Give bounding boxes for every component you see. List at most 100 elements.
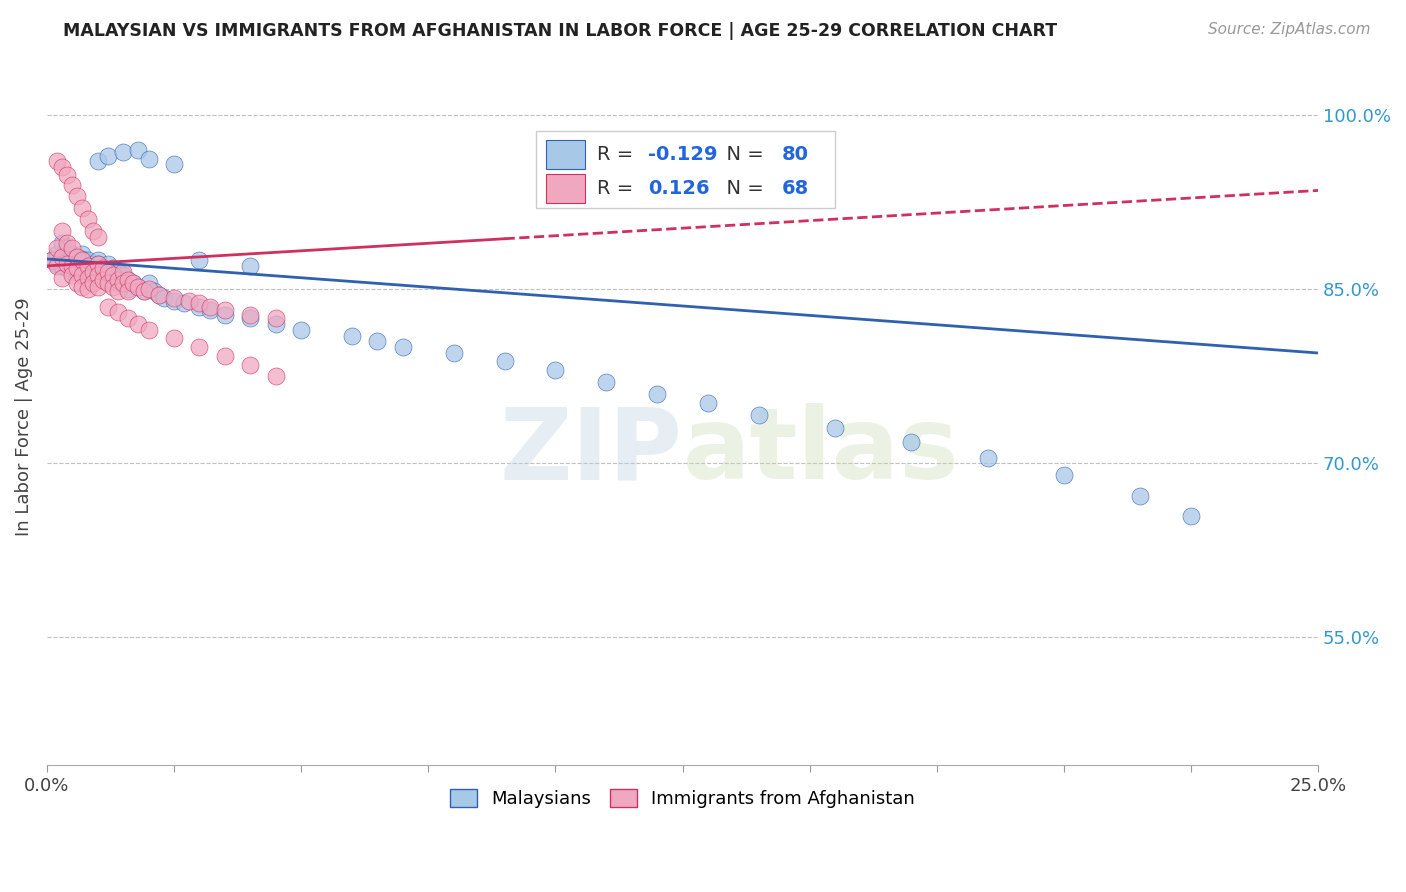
Point: [824, 421, 846, 435]
Point: [72, 257, 94, 271]
Point: [138, 323, 160, 337]
Point: [198, 300, 221, 314]
Point: [82, 265, 104, 279]
Text: ZIP: ZIP: [499, 403, 682, 500]
Point: [112, 265, 135, 279]
Point: [66, 259, 89, 273]
Point: [51, 250, 73, 264]
Text: MALAYSIAN VS IMMIGRANTS FROM AFGHANISTAN IN LABOR FORCE | AGE 25-29 CORRELATION : MALAYSIAN VS IMMIGRANTS FROM AFGHANISTAN…: [63, 22, 1057, 40]
Point: [46, 242, 69, 256]
Point: [117, 273, 139, 287]
Point: [97, 265, 120, 279]
Point: [976, 450, 998, 465]
Point: [87, 257, 110, 271]
Point: [72, 247, 94, 261]
Point: [82, 261, 104, 276]
Point: [101, 268, 124, 283]
Point: [82, 224, 104, 238]
Point: [91, 261, 114, 276]
Point: [97, 148, 120, 162]
Point: [60, 268, 83, 283]
Point: [51, 270, 73, 285]
Point: [46, 154, 69, 169]
Point: [239, 358, 262, 372]
Point: [179, 293, 201, 308]
Point: [264, 369, 287, 384]
Point: [132, 285, 155, 299]
Point: [112, 277, 135, 291]
Point: [645, 386, 668, 401]
Point: [60, 247, 83, 261]
Point: [51, 259, 73, 273]
Point: [82, 257, 104, 271]
Point: [127, 280, 149, 294]
FancyBboxPatch shape: [547, 139, 585, 169]
Text: R =: R =: [598, 145, 640, 164]
Point: [127, 280, 149, 294]
Point: [66, 250, 89, 264]
Point: [163, 157, 186, 171]
Point: [188, 253, 211, 268]
Point: [72, 201, 94, 215]
Point: [214, 303, 236, 318]
Point: [107, 305, 129, 319]
Point: [66, 189, 89, 203]
Point: [76, 259, 98, 273]
Point: [148, 288, 170, 302]
Point: [87, 253, 110, 268]
Point: [239, 259, 262, 273]
Legend: Malaysians, Immigrants from Afghanistan: Malaysians, Immigrants from Afghanistan: [443, 781, 922, 815]
Point: [198, 303, 221, 318]
Point: [900, 435, 922, 450]
Point: [72, 265, 94, 279]
Point: [82, 277, 104, 291]
Point: [239, 311, 262, 326]
Point: [56, 253, 79, 268]
Point: [122, 277, 145, 291]
Text: -0.129: -0.129: [648, 145, 717, 164]
Point: [173, 296, 195, 310]
Point: [76, 268, 98, 283]
Point: [264, 317, 287, 331]
Point: [101, 261, 124, 276]
Point: [60, 259, 83, 273]
Point: [112, 277, 135, 291]
Point: [66, 265, 89, 279]
Point: [392, 340, 415, 354]
Y-axis label: In Labor Force | Age 25-29: In Labor Force | Age 25-29: [15, 298, 32, 536]
Point: [101, 280, 124, 294]
Text: atlas: atlas: [682, 403, 959, 500]
Point: [97, 268, 120, 283]
Point: [51, 250, 73, 264]
Point: [56, 242, 79, 256]
Point: [188, 340, 211, 354]
Point: [595, 375, 617, 389]
Point: [142, 285, 165, 299]
Point: [340, 328, 363, 343]
Point: [51, 160, 73, 174]
Text: N =: N =: [714, 145, 770, 164]
Point: [91, 270, 114, 285]
Point: [56, 235, 79, 250]
Point: [60, 265, 83, 279]
Text: N =: N =: [714, 179, 770, 198]
Point: [138, 152, 160, 166]
Point: [697, 396, 720, 410]
Point: [443, 346, 465, 360]
Point: [97, 300, 120, 314]
Point: [101, 273, 124, 287]
Point: [51, 224, 73, 238]
Point: [66, 250, 89, 264]
Point: [366, 334, 388, 349]
Point: [1129, 489, 1152, 503]
Point: [1180, 508, 1202, 523]
Point: [60, 242, 83, 256]
Point: [117, 282, 139, 296]
Point: [72, 253, 94, 268]
Point: [107, 273, 129, 287]
Text: 80: 80: [782, 145, 808, 164]
Point: [46, 247, 69, 261]
Point: [41, 253, 63, 268]
Point: [87, 154, 110, 169]
Point: [148, 288, 170, 302]
